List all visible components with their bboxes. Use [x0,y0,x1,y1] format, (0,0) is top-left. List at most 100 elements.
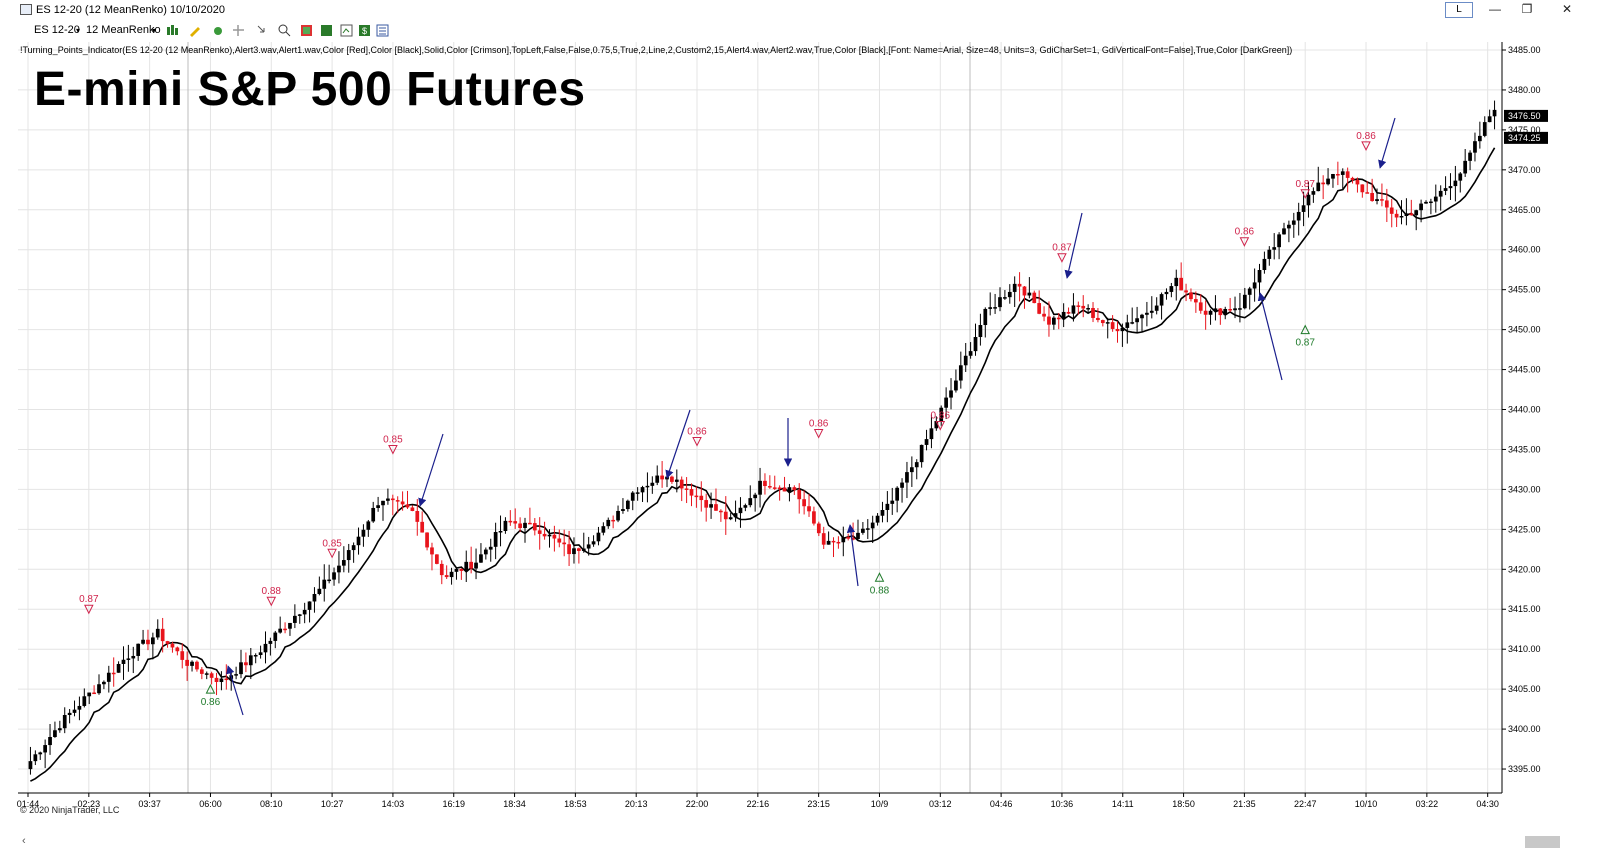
candle-body [341,560,346,566]
x-tick-label: 03:37 [138,799,161,809]
candle-body [503,520,508,531]
candle-body [390,498,395,501]
candle-body [1017,283,1022,287]
candle-body [591,541,596,545]
candlestick-series [28,100,1497,775]
candle-body [97,684,101,694]
candle-body [1438,190,1443,197]
candle-body [1257,270,1262,283]
candle-body [1482,122,1487,136]
chart-trader-icon[interactable] [320,24,333,37]
candle-body [1037,303,1042,314]
pencil-icon[interactable] [188,24,201,37]
candle-body [53,730,57,738]
candle-body [1326,178,1330,185]
candle-body [650,482,655,486]
candle-body [1159,294,1164,306]
candle-body [356,536,361,546]
candle-body [1296,211,1301,221]
candle-body [1463,160,1468,174]
candle-body [1189,292,1193,300]
candle-body [1081,305,1086,309]
candle-body [483,549,488,555]
turning-point-label: 0.85 [322,538,342,549]
app-icon [20,4,32,15]
candle-body [351,545,356,551]
instrument-dropdown-icon[interactable]: ▾ [76,26,81,35]
candle-body [1409,213,1414,216]
candle-body [777,487,782,489]
indicator-label: !Turning_Points_Indicator(ES 12-20 (12 M… [20,45,1293,55]
zoom-icon[interactable] [256,24,269,37]
candle-body [1198,302,1203,311]
turning-point-label: 0.87 [1295,338,1315,349]
data-box-icon[interactable] [300,24,313,37]
properties-icon[interactable] [376,24,389,37]
candle-body [547,534,552,537]
close-button[interactable]: ✕ [1561,2,1573,16]
horizontal-scrollbar[interactable]: ‹ [0,835,1600,849]
scroll-thumb[interactable] [1525,836,1560,848]
top-marker-triangle [1057,253,1067,263]
candle-body [464,561,469,571]
candle-body [562,542,567,545]
magnifier-icon[interactable] [278,24,291,37]
candle-body [640,487,645,493]
candle-body [1360,184,1365,193]
candle-body [1149,310,1154,313]
bar-type-dropdown-icon[interactable]: ▾ [152,26,157,35]
candle-body [141,639,145,644]
drawing-tools-icon[interactable] [212,24,225,37]
candle-body [1291,220,1296,225]
candle-body [195,661,199,670]
candle-body [488,546,493,550]
x-tick-label: 22:16 [747,799,770,809]
dollar-icon[interactable]: $ [358,24,371,37]
candle-body [1365,192,1370,194]
candle-body [190,661,194,666]
candle-body [1238,308,1242,310]
candle-body [1125,322,1130,328]
bar-style-icon[interactable] [166,24,179,37]
candle-body [787,487,792,492]
link-button[interactable]: L [1445,2,1473,18]
candle-body [1154,305,1159,311]
x-tick-label: 01:44 [17,799,40,809]
instrument-selector[interactable]: ES 12-20 [34,24,80,36]
strategies-icon[interactable] [340,24,353,37]
turning-point-label: 0.86 [809,418,829,429]
candle-body [792,487,797,490]
candle-body [430,547,434,555]
candle-body [532,523,537,531]
candle-body [723,511,728,520]
crosshair-icon[interactable] [232,24,245,37]
top-marker-triangle [692,436,702,447]
y-tick-label: 3485.00 [1508,45,1541,55]
candle-body [797,489,802,500]
x-tick-label: 23:15 [807,799,830,809]
bar-type-selector[interactable]: 12 MeanRenko [86,24,161,36]
candle-body [405,504,410,508]
annotation-arrow [418,433,444,507]
minimize-button[interactable]: — [1489,2,1501,16]
chart-axes [18,42,1503,794]
candle-body [214,677,219,683]
candle-body [1242,294,1247,309]
candle-body [567,544,571,555]
y-tick-label: 3410.00 [1508,644,1541,654]
candle-body [601,526,606,533]
restore-button[interactable]: ❐ [1521,2,1533,16]
candle-body [596,532,601,542]
scroll-left-icon[interactable]: ‹ [22,835,26,847]
candle-body [733,513,738,518]
x-tick-label: 08:10 [260,799,283,809]
candle-body [498,530,503,533]
candle-body [395,500,400,502]
candle-body [968,351,973,356]
candle-body [1321,182,1326,185]
candle-body [1424,201,1428,204]
top-marker-triangle [1239,237,1250,247]
y-tick-label: 3475.00 [1508,125,1541,135]
candle-body [537,530,542,534]
